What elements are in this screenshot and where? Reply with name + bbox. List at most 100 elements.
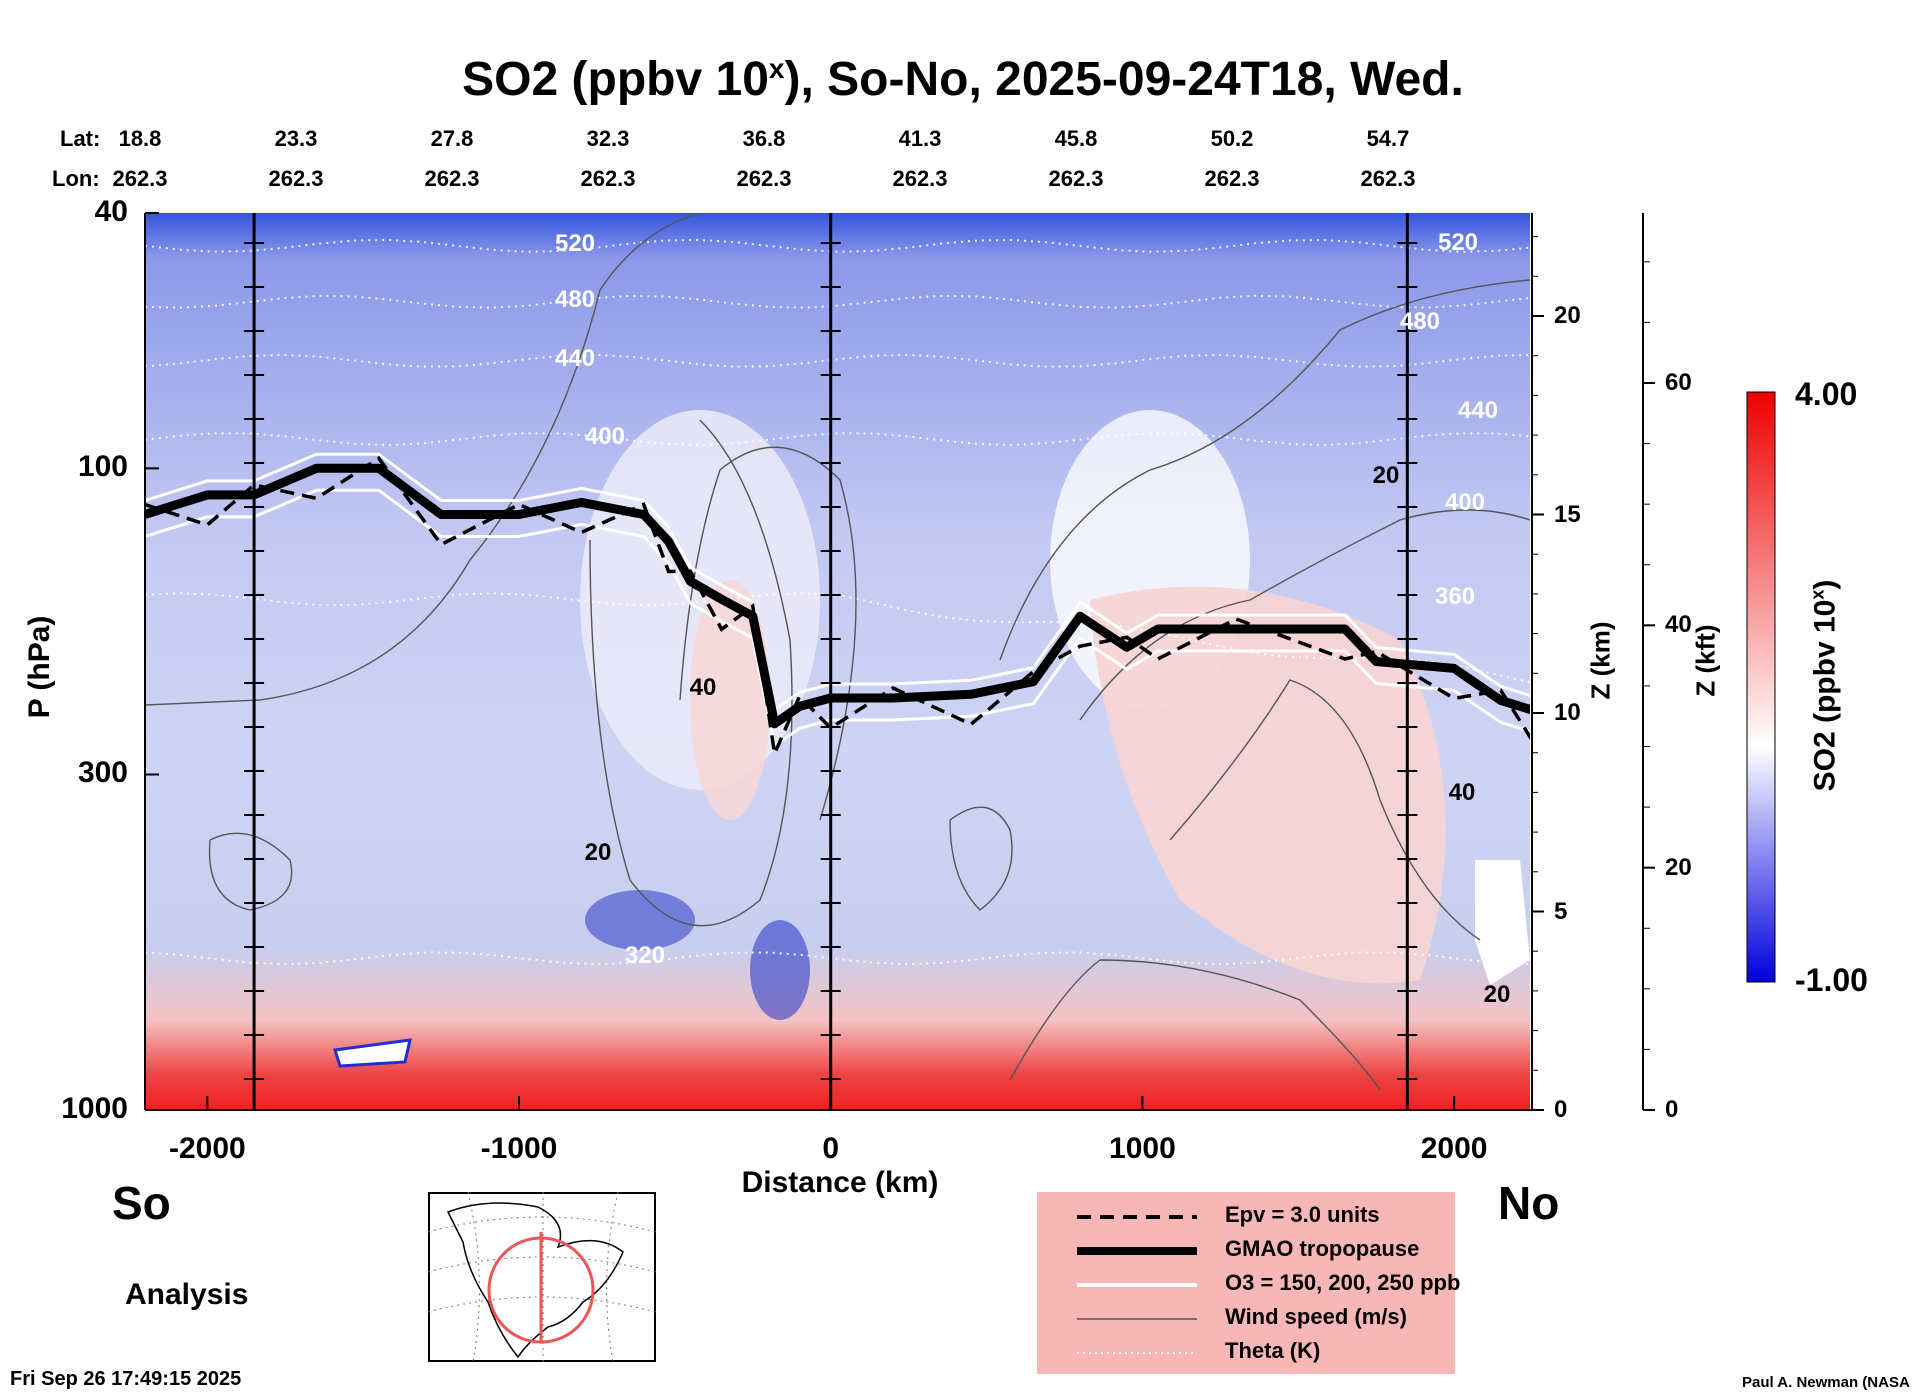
tropopause-line bbox=[145, 452, 1530, 761]
lat-value: 50.2 bbox=[1210, 126, 1254, 151]
y-axis-label: P (hPa) bbox=[23, 615, 56, 719]
wind-contour bbox=[679, 446, 857, 821]
z-kft-tick-label: 0 bbox=[1665, 1096, 1679, 1123]
theta-contour-label: 520 bbox=[554, 229, 596, 257]
distance-tick-label: -1000 bbox=[480, 1132, 558, 1165]
z-km-label: Z (km) bbox=[1585, 621, 1616, 700]
lon-value: 262.3 bbox=[1204, 166, 1260, 191]
colorbar-min: -1.00 bbox=[1795, 962, 1868, 998]
wind-contour-label: 40 bbox=[1448, 779, 1476, 806]
pressure-tick-label: 1000 bbox=[61, 1092, 128, 1125]
heatmap-blue-patch-2 bbox=[750, 920, 810, 1020]
z-km-tick-label: 5 bbox=[1554, 897, 1568, 925]
ozone-contour bbox=[145, 452, 1530, 713]
wind-contour bbox=[208, 832, 293, 911]
distance-tick-label: 0 bbox=[822, 1132, 840, 1165]
lat-value: 36.8 bbox=[742, 126, 786, 151]
lon-value: 262.3 bbox=[1048, 166, 1104, 191]
wind-contour bbox=[589, 419, 793, 927]
heatmap-white-gap bbox=[1475, 860, 1530, 985]
lon-value: 262.3 bbox=[892, 166, 948, 191]
lat-value: 54.7 bbox=[1366, 126, 1410, 151]
pressure-tick-label: 100 bbox=[77, 450, 128, 484]
legend-wind-swatch bbox=[1077, 1318, 1197, 1320]
z-kft-tick-label: 60 bbox=[1665, 369, 1692, 396]
wind-contour-label: 20 bbox=[1372, 462, 1400, 489]
legend-epv-swatch bbox=[1077, 1215, 1197, 1219]
inset-map-coastline bbox=[446, 1202, 624, 1359]
lon-value: 262.3 bbox=[268, 166, 324, 191]
theta-contour bbox=[145, 592, 1530, 684]
wind-contours bbox=[145, 213, 1530, 1091]
legend-theta: Theta (K) bbox=[1037, 1338, 1455, 1368]
legend-ozone: O3 = 150, 200, 250 ppb bbox=[1037, 1270, 1460, 1300]
legend-box: Epv = 3.0 units GMAO tropopause O3 = 150… bbox=[1037, 1192, 1460, 1374]
theta-contour bbox=[145, 238, 1530, 253]
theta-contours bbox=[145, 238, 1530, 966]
theta-contour-label: 440 bbox=[1457, 397, 1499, 424]
theta-contour bbox=[145, 353, 1530, 368]
wind-contour bbox=[1169, 679, 1481, 941]
lon-value: 262.3 bbox=[112, 166, 168, 191]
theta-contour bbox=[145, 951, 1530, 966]
distance-tick-label: 1000 bbox=[1109, 1132, 1176, 1165]
legend-ozone-swatch bbox=[1077, 1283, 1197, 1287]
theta-contour-label: 520 bbox=[1437, 229, 1479, 256]
vertical-markers bbox=[244, 213, 1418, 1110]
theta-contour-label: 400 bbox=[584, 422, 626, 450]
lon-value: 262.3 bbox=[424, 166, 480, 191]
legend-epv: Epv = 3.0 units bbox=[1037, 1202, 1455, 1232]
heatmap-pink-patch bbox=[690, 580, 770, 820]
legend-tropopause: GMAO tropopause bbox=[1037, 1236, 1455, 1266]
colorbar-max: 4.00 bbox=[1795, 376, 1858, 412]
z-km-tick-label: 10 bbox=[1554, 699, 1581, 726]
epv-contour bbox=[145, 455, 1530, 761]
colorbar-label: SO2 (ppbv 10x) bbox=[1807, 579, 1842, 792]
wind-contour bbox=[1079, 509, 1530, 721]
theta-contour-label: 320 bbox=[624, 942, 666, 970]
z-km-tick-label: 20 bbox=[1554, 302, 1581, 329]
lat-value: 18.8 bbox=[118, 126, 162, 151]
theta-contour-label: 440 bbox=[554, 344, 596, 372]
z-km-tick-label: 0 bbox=[1554, 1096, 1568, 1123]
lat-value: 23.3 bbox=[274, 126, 318, 151]
author-credit: Paul A. Newman (NASA bbox=[1742, 1374, 1910, 1391]
lon-row-label: Lon: bbox=[52, 166, 100, 191]
lon-value: 262.3 bbox=[1360, 166, 1416, 191]
distance-tick-label: 2000 bbox=[1420, 1132, 1488, 1165]
lat-value: 45.8 bbox=[1054, 126, 1098, 151]
ozone-contour bbox=[145, 488, 1530, 749]
heatmap-white-blob bbox=[333, 1038, 412, 1068]
z-km-tick-label: 15 bbox=[1554, 500, 1581, 528]
theta-contour-label: 480 bbox=[554, 285, 596, 313]
theta-contour-label: 360 bbox=[1434, 583, 1476, 611]
z-kft-label: Z (kft) bbox=[1690, 624, 1721, 697]
legend-tropopause-swatch bbox=[1077, 1247, 1197, 1255]
wind-contour bbox=[145, 213, 701, 706]
heatmap-pink-region bbox=[1090, 586, 1446, 984]
wind-contour bbox=[1009, 959, 1381, 1091]
theta-contour bbox=[145, 294, 1530, 309]
heatmap-field bbox=[145, 213, 1530, 1110]
theta-contour-label: 400 bbox=[1444, 489, 1486, 516]
heatmap-blue-patch bbox=[585, 890, 695, 950]
pressure-tick-label: 300 bbox=[77, 756, 128, 790]
axis-ticks bbox=[145, 212, 1655, 1111]
wind-contour-label: 20 bbox=[1483, 981, 1511, 1008]
lon-value: 262.3 bbox=[736, 166, 792, 191]
lat-value: 27.8 bbox=[430, 126, 474, 151]
colorbar bbox=[1746, 391, 1776, 983]
wind-contour bbox=[999, 279, 1530, 661]
lon-value: 262.3 bbox=[580, 166, 636, 191]
analysis-label: Analysis bbox=[125, 1278, 249, 1311]
z-kft-tick-label: 40 bbox=[1665, 611, 1692, 639]
x-axis-label: Distance (km) bbox=[741, 1166, 939, 1199]
south-end-label: So bbox=[112, 1177, 171, 1229]
lat-value: 32.3 bbox=[586, 126, 630, 151]
legend-wind: Wind speed (m/s) bbox=[1037, 1304, 1455, 1334]
wind-contour-label: 20 bbox=[584, 839, 612, 866]
theta-contour-label: 480 bbox=[1399, 308, 1441, 335]
lat-row-label: Lat: bbox=[60, 126, 101, 151]
chart-title: SO2 (ppbv 10x), So-No, 2025-09-24T18, We… bbox=[462, 53, 1464, 106]
